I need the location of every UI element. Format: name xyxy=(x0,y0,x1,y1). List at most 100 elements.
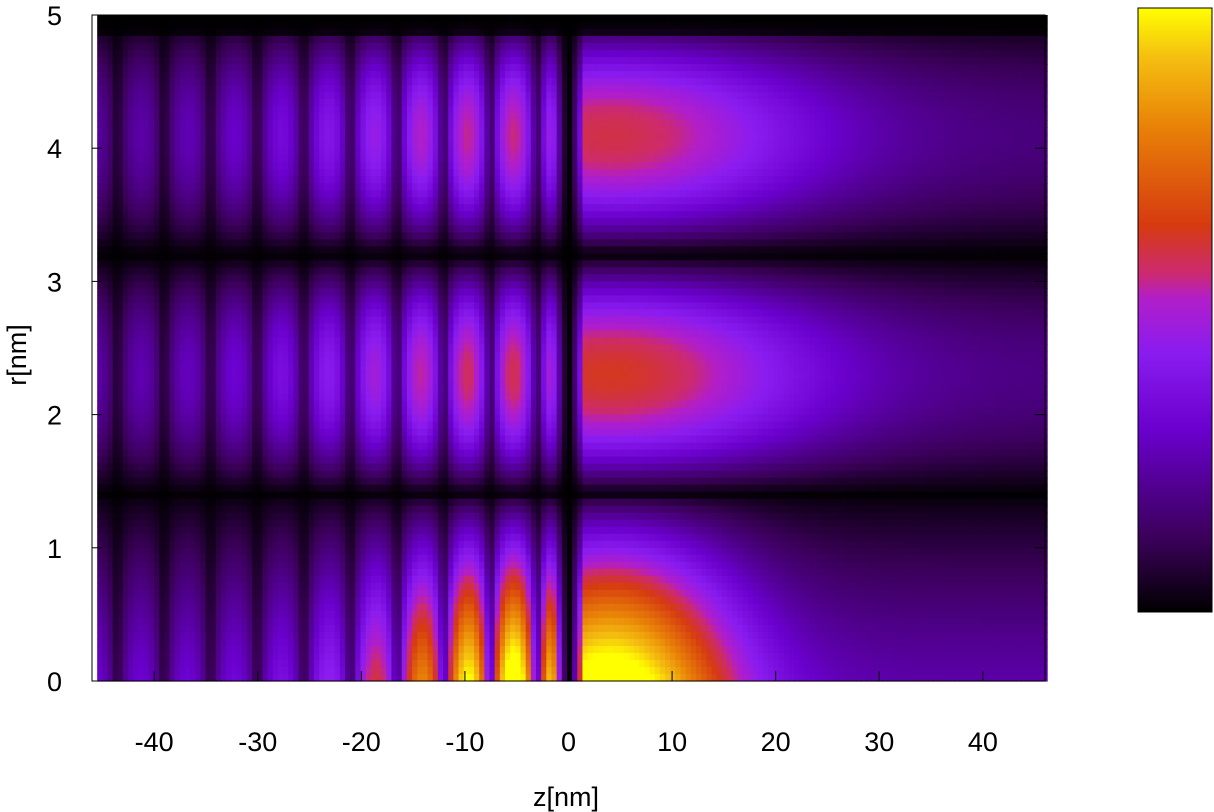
heatmap-cell xyxy=(148,50,155,58)
heatmap-cell xyxy=(195,190,202,198)
heatmap-cell xyxy=(618,148,625,156)
heatmap-cell xyxy=(350,113,356,121)
heatmap-cell xyxy=(153,183,160,191)
heatmap-cell xyxy=(850,134,857,142)
heatmap-cell xyxy=(659,183,666,191)
heatmap-cell xyxy=(128,141,134,149)
heatmap-cell xyxy=(200,78,207,86)
heatmap-cell xyxy=(505,183,511,191)
heatmap-cell xyxy=(308,99,315,107)
heatmap-cell xyxy=(969,183,976,191)
heatmap-cell xyxy=(561,85,568,93)
heatmap-cell xyxy=(117,141,124,149)
heatmap-cell xyxy=(262,71,269,79)
heatmap-cell xyxy=(443,190,449,198)
heatmap-cell xyxy=(840,162,847,170)
heatmap-cell xyxy=(809,197,816,205)
heatmap-cell xyxy=(706,148,713,156)
heatmap-cell xyxy=(200,57,207,65)
heatmap-cell xyxy=(277,134,284,142)
heatmap-cell xyxy=(959,64,966,72)
heatmap-cell xyxy=(432,85,439,93)
heatmap-cell xyxy=(179,50,186,58)
heatmap-cell xyxy=(639,99,645,107)
heatmap-cell xyxy=(133,15,140,23)
heatmap-cell xyxy=(190,204,196,212)
heatmap-cell xyxy=(97,162,103,170)
heatmap-cell xyxy=(954,148,960,156)
heatmap-cell xyxy=(716,71,723,79)
heatmap-cell xyxy=(443,134,449,142)
heatmap-cell xyxy=(1021,141,1028,149)
heatmap-cell xyxy=(453,15,460,23)
heatmap-cell xyxy=(618,176,625,184)
heatmap-cell xyxy=(350,71,356,79)
heatmap-cell xyxy=(417,78,424,86)
heatmap-cell xyxy=(773,92,780,100)
heatmap-cell xyxy=(350,176,356,184)
heatmap-cell xyxy=(794,134,800,142)
heatmap-cell xyxy=(484,71,491,79)
heatmap-cell xyxy=(737,57,744,65)
heatmap-cell xyxy=(628,36,635,44)
heatmap-cell xyxy=(783,120,790,128)
heatmap-cell xyxy=(582,22,589,30)
heatmap-cell xyxy=(515,43,522,51)
heatmap-cell xyxy=(401,155,408,163)
heatmap-cell xyxy=(603,155,609,163)
heatmap-cell xyxy=(215,204,222,212)
heatmap-cell xyxy=(701,106,707,114)
heatmap-cell xyxy=(350,183,356,191)
heatmap-cell xyxy=(639,127,645,135)
heatmap-cell xyxy=(897,99,904,107)
heatmap-cell xyxy=(918,92,924,100)
heatmap-cell xyxy=(783,85,790,93)
heatmap-cell xyxy=(334,197,341,205)
heatmap-cell xyxy=(174,50,181,58)
heatmap-cell xyxy=(535,29,542,37)
heatmap-cell xyxy=(365,176,372,184)
heatmap-cell xyxy=(649,141,656,149)
heatmap-cell xyxy=(102,127,109,135)
heatmap-cell xyxy=(210,148,217,156)
heatmap-cell xyxy=(510,71,516,79)
heatmap-cell xyxy=(799,148,806,156)
heatmap-cell xyxy=(339,78,346,86)
heatmap-cell xyxy=(592,106,599,114)
heatmap-cell xyxy=(112,50,119,58)
heatmap-cell xyxy=(463,43,470,51)
heatmap-cell xyxy=(133,36,140,44)
heatmap-cell xyxy=(727,106,733,114)
heatmap-cell xyxy=(541,15,547,23)
heatmap-cell xyxy=(319,183,325,191)
heatmap-cell xyxy=(272,57,279,65)
heatmap-cell xyxy=(634,169,640,177)
heatmap-cell xyxy=(298,190,305,198)
heatmap-cell xyxy=(463,50,470,58)
heatmap-cell xyxy=(861,29,867,37)
heatmap-cell xyxy=(659,29,666,37)
heatmap-cell xyxy=(1021,50,1028,58)
heatmap-cell xyxy=(938,43,945,51)
heatmap-cell xyxy=(339,85,346,93)
heatmap-cell xyxy=(990,50,997,58)
heatmap-cell xyxy=(107,169,114,177)
heatmap-cell xyxy=(458,141,465,149)
heatmap-cell xyxy=(97,176,103,184)
heatmap-cell xyxy=(603,176,609,184)
heatmap-cell xyxy=(525,120,532,128)
heatmap-cell xyxy=(613,57,620,65)
heatmap-cell xyxy=(566,176,573,184)
heatmap-cell xyxy=(474,43,480,51)
heatmap-cell xyxy=(840,50,847,58)
heatmap-cell xyxy=(143,204,150,212)
heatmap-cell xyxy=(675,29,682,37)
heatmap-cell xyxy=(241,176,248,184)
heatmap-cell xyxy=(871,85,878,93)
heatmap-cell xyxy=(293,43,300,51)
heatmap-cell xyxy=(665,50,671,58)
heatmap-cell xyxy=(649,15,656,23)
heatmap-cell xyxy=(572,29,578,37)
heatmap-cell xyxy=(246,141,253,149)
heatmap-cell xyxy=(159,127,165,135)
